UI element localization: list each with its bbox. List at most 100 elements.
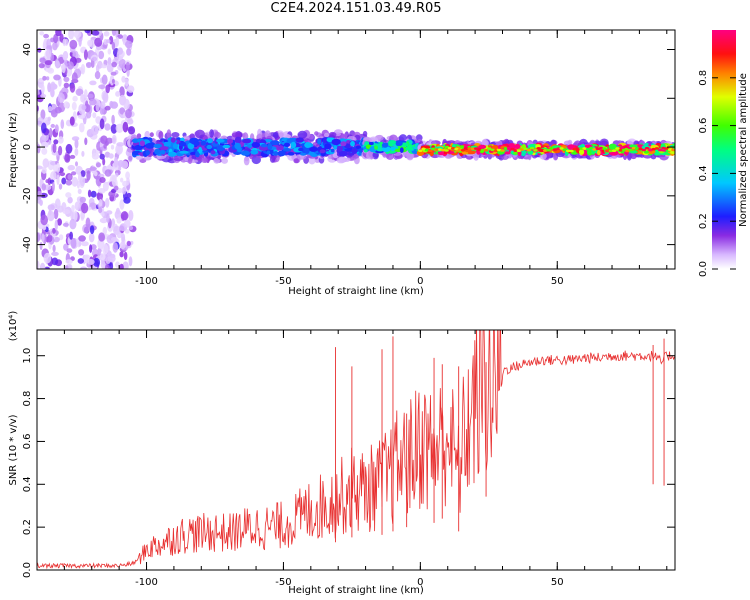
noise-blob	[104, 169, 112, 177]
noise-blob	[63, 82, 70, 89]
noise-blob	[99, 253, 106, 261]
noise-blob	[115, 36, 120, 47]
noise-blob	[45, 76, 50, 81]
noise-blob	[41, 147, 48, 155]
noise-blob	[125, 171, 130, 180]
noise-blob	[84, 89, 88, 99]
noise-blob	[126, 192, 132, 198]
spectrogram-panel: -100 -50 0 50 -40 -20 0 20 40 Height of straight…	[8, 29, 676, 297]
noise-blob	[81, 202, 89, 214]
noise-blob	[62, 222, 69, 227]
colorbar-tick-label: 0.4	[698, 165, 709, 181]
signal-blob	[159, 146, 169, 151]
noise-blob	[40, 109, 46, 120]
signal-core	[612, 149, 617, 152]
noise-blob	[81, 104, 87, 111]
noise-blob	[115, 207, 120, 215]
noise-blob	[67, 174, 72, 180]
signal-blob	[514, 143, 521, 150]
noise-blob	[50, 171, 57, 181]
noise-blob	[50, 81, 56, 91]
signal-core	[575, 147, 581, 150]
noise-blob	[115, 123, 124, 133]
noise-blob	[74, 138, 79, 149]
noise-blob	[65, 192, 72, 198]
signal-core	[562, 148, 568, 151]
signal-blob	[322, 137, 327, 144]
noise-blob	[91, 30, 100, 36]
signal-blob	[338, 150, 348, 157]
signal-blob	[350, 140, 355, 147]
noise-blob	[61, 202, 67, 212]
spectrogram-x-tick-label: 50	[551, 276, 564, 287]
signal-blob	[260, 143, 268, 148]
noise-blob	[71, 204, 75, 212]
noise-blob	[91, 125, 99, 136]
spectrogram-y-tick-label: 0	[22, 144, 33, 150]
noise-blob	[78, 235, 86, 242]
signal-blob	[629, 144, 638, 148]
signal-core	[523, 147, 528, 151]
noise-blob	[117, 160, 124, 168]
noise-blob	[124, 219, 131, 228]
snr-y-tick-label: 0.6	[22, 433, 33, 449]
noise-blob	[42, 158, 50, 169]
noise-blob	[51, 251, 59, 256]
noise-blob	[80, 266, 88, 269]
noise-blob	[94, 71, 101, 80]
colorbar-ticks: 0.0 0.2 0.4 0.6 0.8	[698, 70, 736, 277]
noise-blob	[128, 225, 134, 231]
signal-core	[661, 146, 666, 150]
signal-core	[421, 147, 426, 151]
signal-core	[615, 147, 620, 150]
page-title: C2E4.2024.151.03.49.R05	[270, 1, 442, 16]
spectrogram-x-tick-label: 0	[417, 276, 423, 287]
noise-blob	[125, 40, 133, 49]
noise-blob	[120, 177, 124, 183]
snr-y-multiplier: (x10⁴)	[8, 311, 19, 342]
noise-blob	[115, 143, 123, 155]
signal-blob	[250, 149, 259, 155]
signal-halo	[369, 136, 378, 143]
spectrogram-y-tick-label: -40	[22, 236, 33, 252]
signal-blob	[160, 150, 166, 155]
noise-blob	[90, 190, 97, 198]
noise-blob	[89, 166, 97, 171]
signal-blob	[202, 150, 209, 153]
noise-blob	[106, 39, 111, 44]
signal-core	[516, 149, 522, 153]
signal-halo	[372, 151, 379, 158]
signal-core	[506, 146, 512, 150]
noise-blob	[104, 123, 111, 131]
noise-blob	[79, 176, 86, 187]
signal-core	[490, 148, 495, 152]
noise-blob	[44, 60, 53, 66]
signal-core	[526, 148, 531, 152]
noise-blob	[69, 231, 73, 240]
noise-blob	[87, 189, 92, 198]
noise-blob	[98, 199, 103, 207]
signal-blob	[459, 145, 466, 149]
noise-blob	[104, 264, 110, 269]
colorbar-label: Normalized spectral amplitude	[738, 73, 749, 227]
signal-blob	[282, 148, 292, 152]
noise-blob	[75, 161, 78, 167]
signal-blob	[251, 142, 261, 148]
noise-blob	[99, 217, 108, 224]
signal-core	[497, 148, 502, 152]
noise-blob	[53, 33, 59, 44]
noise-blob	[126, 177, 130, 185]
noise-blob	[41, 166, 47, 174]
signal-blob	[172, 143, 178, 149]
noise-blob	[65, 259, 73, 265]
noise-blob	[111, 30, 117, 36]
noise-blob	[87, 39, 93, 47]
noise-blob	[62, 38, 67, 47]
signal-core	[470, 147, 476, 150]
colorbar-tick-label: 0.0	[698, 261, 709, 277]
signal-core	[483, 149, 489, 152]
noise-blob	[118, 58, 127, 69]
noise-blob	[106, 213, 110, 224]
colorbar: 0.0 0.2 0.4 0.6 0.8 Normalized spectral ampl…	[698, 30, 749, 277]
signal-blob	[190, 151, 197, 155]
